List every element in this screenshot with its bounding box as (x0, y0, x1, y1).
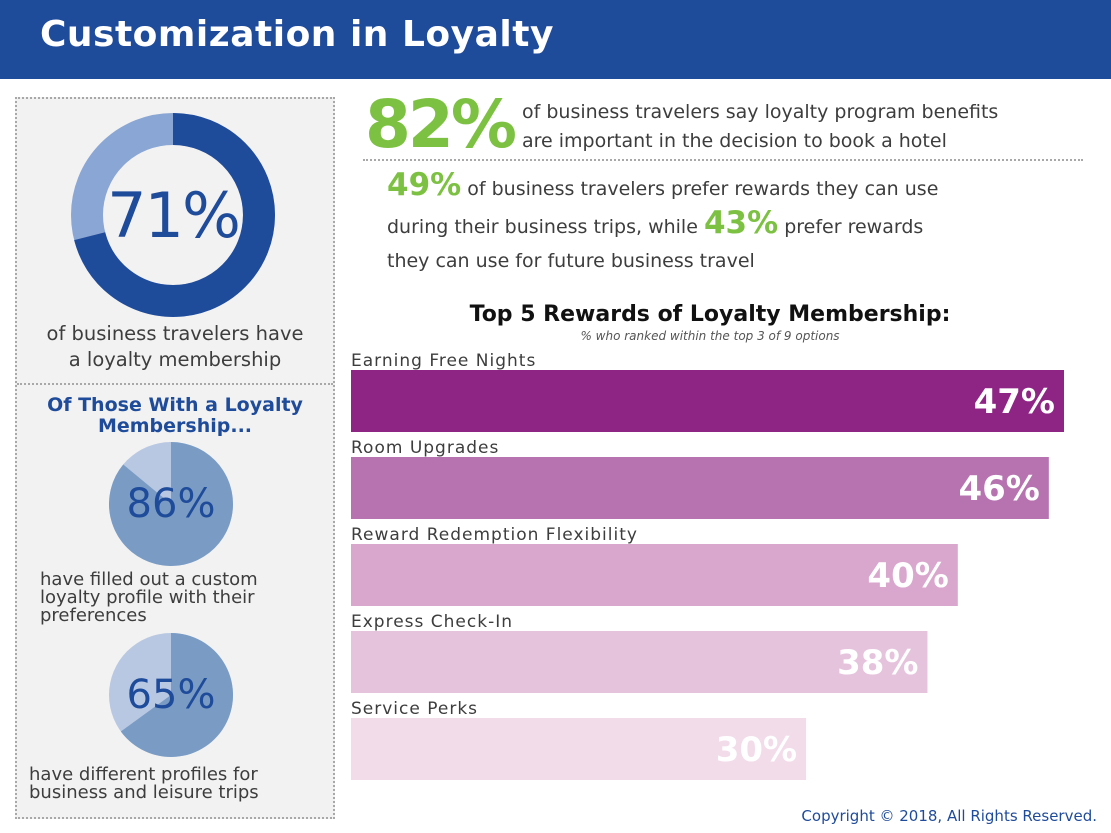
stat-82-line-1: of business travelers say loyalty progra… (522, 101, 999, 123)
stat-49-text-3: prefer rewards (778, 216, 924, 238)
bar-value-label: 40% (867, 556, 948, 596)
pie-65-label: 65% (126, 672, 216, 718)
stat-49-line-3: they can use for future business travel (387, 250, 755, 272)
bar-category-label: Earning Free Nights (351, 351, 536, 371)
stat-43-value: 43% (703, 205, 779, 241)
pie-65-caption: have different profiles for business and… (29, 766, 259, 802)
left-divider (17, 383, 333, 385)
stat-49-value: 49% (387, 167, 462, 203)
bar (351, 718, 807, 780)
stat-49-line-2: during their business trips, while 43% p… (387, 206, 1087, 244)
pie-86-caption-line-3: preferences (40, 605, 147, 626)
bar-category-label: Express Check-In (351, 612, 513, 632)
bar (351, 631, 928, 693)
pie-86-caption-line-2: loyalty profile with their (40, 587, 255, 608)
chart-title: Top 5 Rewards of Loyalty Membership: (469, 302, 951, 327)
main-caption-line-1: of business travelers have (46, 322, 304, 345)
main-stat-caption: of business travelers have a loyalty mem… (17, 321, 333, 373)
bar-value-label: 47% (974, 382, 1055, 422)
bar-category-label: Service Perks (351, 699, 478, 719)
pie-chart-65 (109, 633, 233, 757)
chart-subtitle: % who ranked within the top 3 of 9 optio… (580, 329, 840, 343)
stat-49-text: 49% of business travelers prefer rewards… (387, 168, 1087, 278)
bar-value-label: 46% (958, 469, 1039, 509)
bar-value-label: 38% (837, 643, 918, 683)
left-panel: 71% of business travelers have a loyalty… (15, 97, 335, 819)
bar (351, 370, 1064, 432)
rewards-bar-chart: Earning Free Nights 47% Room Upgrades 46% Re… (351, 351, 1064, 780)
page-title: Customization in Loyalty (40, 14, 554, 55)
bar-category-label: Room Upgrades (351, 438, 499, 458)
subheading-line-1: Of Those With a Loyalty (47, 394, 303, 416)
bar-value-label: 30% (716, 730, 797, 770)
pie-86-caption-line-1: have filled out a custom (40, 569, 258, 590)
dotted-divider (363, 159, 1083, 161)
subheading-line-2: Membership... (97, 415, 253, 437)
stat-82-text: of business travelers say loyalty progra… (522, 98, 1102, 156)
stat-82-value: 82% (365, 86, 517, 163)
bar (351, 457, 1049, 519)
pie-86-slice (109, 442, 233, 566)
stat-82-line-2: are important in the decision to book a … (522, 130, 947, 152)
donut-chart-71 (71, 113, 275, 317)
stat-49-text-2: during their business trips, while (387, 216, 704, 238)
donut-arc (71, 113, 275, 317)
pie-chart-86 (109, 442, 233, 566)
pie-65-caption-line-2: business and leisure trips (29, 782, 259, 803)
pie-86-caption: have filled out a custom loyalty profile… (40, 571, 258, 625)
pie-86-label: 86% (126, 481, 216, 527)
stat-49-line-1: 49% of business travelers prefer rewards… (387, 168, 1087, 206)
bar-category-label: Reward Redemption Flexibility (351, 525, 638, 545)
bar (351, 544, 958, 606)
stat-49-text-1: of business travelers prefer rewards the… (461, 178, 939, 200)
subheading: Of Those With a Loyalty Membership... (17, 395, 333, 437)
main-caption-line-2: a loyalty membership (68, 348, 282, 371)
copyright-text: Copyright © 2018, All Rights Reserved. (801, 807, 1097, 825)
pie-65-slice (120, 633, 233, 757)
donut-value-label: 71% (107, 178, 241, 252)
header-bar: Customization in Loyalty (0, 0, 1111, 79)
pie-65-caption-line-1: have different profiles for (29, 764, 258, 785)
